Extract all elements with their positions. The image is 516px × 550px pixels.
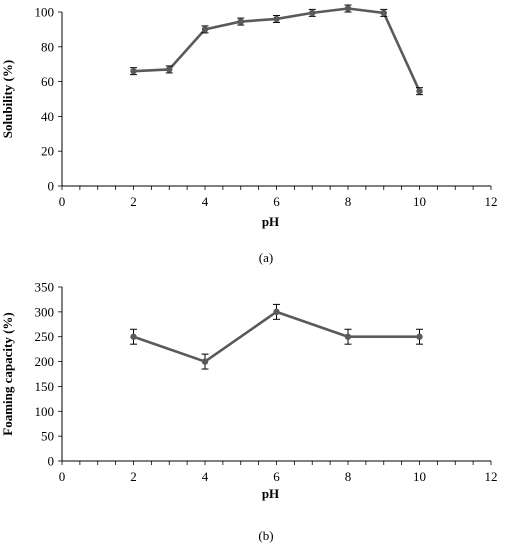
- y-tick-label: 50: [41, 429, 54, 444]
- data-point: [309, 9, 316, 17]
- data-point: [130, 67, 137, 75]
- x-tick-label: 10: [413, 194, 426, 209]
- x-tick-label: 2: [130, 194, 137, 209]
- data-point: [273, 308, 280, 316]
- data-point: [344, 5, 352, 12]
- y-tick-label: 150: [35, 379, 55, 394]
- data-point: [237, 18, 244, 25]
- y-tick-label: 350: [35, 280, 55, 295]
- data-point: [130, 333, 137, 340]
- x-tick-label: 8: [345, 194, 352, 209]
- data-point: [166, 66, 173, 73]
- x-tick-label: 2: [130, 469, 137, 484]
- panel-label: (a): [259, 250, 273, 265]
- data-point: [380, 9, 387, 17]
- y-tick-label: 200: [35, 354, 55, 369]
- y-tick-label: 20: [41, 144, 54, 159]
- x-tick-label: 10: [413, 469, 426, 484]
- y-tick-label: 100: [35, 5, 55, 20]
- data-point: [201, 358, 209, 365]
- data-point: [416, 87, 423, 95]
- chart-panel-a: 0 2 4 6 8 10 12 0 20 40 60 80 100 pH Solubility (%) (a): [0, 5, 498, 266]
- y-tick-label: 250: [35, 329, 55, 344]
- x-axis-title: pH: [262, 214, 279, 229]
- y-tick-label: 60: [41, 74, 54, 89]
- y-tick-label: 100: [35, 404, 55, 419]
- data-point: [273, 15, 280, 23]
- y-tick-label: 0: [48, 179, 55, 194]
- y-tick-label: 300: [35, 304, 55, 319]
- y-axis-title: Foaming capacity (%): [0, 312, 15, 435]
- data-point: [201, 26, 209, 33]
- x-tick-label: 12: [485, 469, 498, 484]
- y-tick-label: 0: [48, 454, 55, 469]
- y-axis-title: Solubility (%): [0, 60, 15, 138]
- x-tick-label: 8: [345, 469, 352, 484]
- y-tick-label: 40: [41, 109, 54, 124]
- x-tick-label: 6: [273, 194, 280, 209]
- x-tick-label: 12: [485, 194, 498, 209]
- data-point: [416, 333, 423, 340]
- x-tick-label: 0: [59, 194, 66, 209]
- data-point: [344, 333, 352, 340]
- x-axis-title: pH: [262, 486, 279, 501]
- chart-panel-b: 0 2 4 6 8 10 12 0 50 100 150 200 250 300 350 pH Foaming …: [0, 280, 498, 544]
- y-tick-label: 80: [41, 39, 54, 54]
- x-tick-label: 4: [202, 194, 209, 209]
- panel-label: (b): [258, 528, 273, 543]
- x-tick-label: 6: [273, 469, 280, 484]
- x-tick-label: 0: [59, 469, 66, 484]
- x-tick-label: 4: [202, 469, 209, 484]
